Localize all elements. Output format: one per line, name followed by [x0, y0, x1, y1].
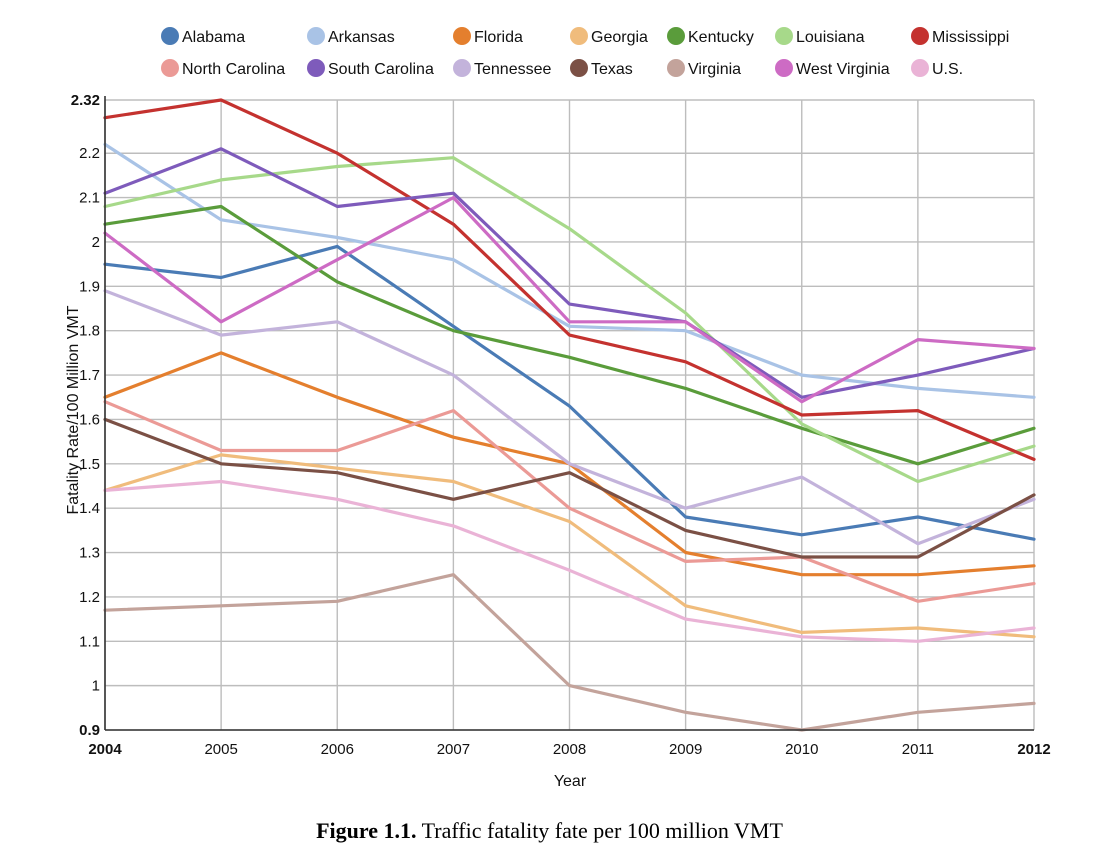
legend-swatch — [570, 27, 588, 45]
legend-label: Virginia — [688, 61, 741, 78]
legend-label: Louisiana — [796, 29, 865, 46]
x-tick-label: 2010 — [785, 741, 818, 758]
legend-label: West Virginia — [796, 61, 890, 78]
legend-item: West Virginia — [775, 59, 890, 78]
y-axis-title: Fatality Rate/100 Million VMT — [65, 305, 82, 514]
x-tick-label: 2012 — [1017, 741, 1050, 758]
y-tick-label: 2 — [92, 234, 100, 251]
line-chart: Alabama Arkansas Florida Georgia Kentucky Lou… — [65, 27, 1051, 790]
chart-axes: 0.9 1 1.1 1.2 1.3 1.4 1.5 1.6 1.7 1.8 1.9 2 2.1 2.2 2.… — [71, 92, 1051, 758]
legend-label: North Carolina — [182, 61, 285, 78]
legend-label: Arkansas — [328, 29, 395, 46]
y-tick-label: 1.4 — [79, 500, 100, 517]
x-tick-label: 2008 — [553, 741, 586, 758]
legend-item: Alabama — [161, 27, 245, 46]
legend-swatch — [911, 27, 929, 45]
legend-item: Mississippi — [911, 27, 1009, 46]
legend-swatch — [161, 27, 179, 45]
legend-label: Florida — [474, 29, 523, 46]
x-tick-label: 2009 — [669, 741, 702, 758]
legend-item: Virginia — [667, 59, 741, 78]
legend-label: Kentucky — [688, 29, 754, 46]
legend-swatch — [775, 27, 793, 45]
y-tick-label: 1.1 — [79, 633, 100, 650]
y-tick-label: 1.7 — [79, 367, 100, 384]
series-line-south-carolina — [103, 147, 1036, 399]
legend-swatch — [570, 59, 588, 77]
series-line-georgia — [103, 453, 1036, 639]
legend-label: Alabama — [182, 29, 245, 46]
series-line-mississippi — [103, 98, 1036, 461]
legend-item: Louisiana — [775, 27, 865, 46]
legend-label: Tennessee — [474, 61, 551, 78]
y-tick-label: 0.9 — [79, 722, 100, 739]
series-line-north-carolina — [103, 400, 1036, 603]
y-tick-label: 1.2 — [79, 589, 100, 606]
series-line-louisiana — [103, 156, 1036, 484]
legend-label: Texas — [591, 61, 633, 78]
legend-item: North Carolina — [161, 59, 285, 78]
legend-item: Georgia — [570, 27, 648, 46]
series-line-tennessee — [103, 289, 1036, 546]
x-tick-label: 2006 — [321, 741, 354, 758]
legend-swatch — [307, 59, 325, 77]
y-tick-label: 1.6 — [79, 411, 100, 428]
legend-swatch — [161, 59, 179, 77]
y-tick-label: 2.32 — [71, 92, 100, 109]
legend-label: South Carolina — [328, 61, 434, 78]
legend-label: Georgia — [591, 29, 648, 46]
y-tick-label: 1.8 — [79, 323, 100, 340]
legend-item: Tennessee — [453, 59, 551, 78]
series-line-kentucky — [103, 204, 1036, 466]
legend-item: Florida — [453, 27, 523, 46]
chart-series — [103, 98, 1036, 732]
chart-grid — [104, 99, 1035, 731]
legend-swatch — [911, 59, 929, 77]
legend-swatch — [453, 59, 471, 77]
chart-legend: Alabama Arkansas Florida Georgia Kentucky Lou… — [161, 27, 1009, 78]
y-tick-label: 2.2 — [79, 145, 100, 162]
x-tick-label: 2004 — [88, 741, 122, 758]
legend-item: Arkansas — [307, 27, 395, 46]
series-line-texas — [103, 417, 1036, 559]
x-tick-label: 2011 — [902, 741, 934, 758]
legend-label: U.S. — [932, 61, 963, 78]
x-tick-label: 2007 — [437, 741, 470, 758]
series-line-virginia — [103, 573, 1036, 732]
y-tick-label: 2.1 — [79, 190, 100, 207]
series-line-west-virginia — [103, 196, 1036, 404]
series-line-u-s — [103, 479, 1036, 643]
legend-item: South Carolina — [307, 59, 434, 78]
figure-caption: Figure 1.1. Traffic fatality fate per 10… — [0, 818, 1099, 844]
y-tick-label: 1.3 — [79, 545, 100, 562]
y-tick-label: 1 — [92, 678, 100, 695]
legend-swatch — [667, 59, 685, 77]
legend-swatch — [667, 27, 685, 45]
legend-label: Mississippi — [932, 29, 1009, 46]
figure-caption-label: Figure 1.1. — [316, 818, 417, 843]
x-axis-title: Year — [554, 773, 587, 790]
legend-item: Kentucky — [667, 27, 754, 46]
y-tick-label: 1.9 — [79, 278, 100, 295]
legend-swatch — [453, 27, 471, 45]
legend-item: U.S. — [911, 59, 963, 78]
legend-swatch — [775, 59, 793, 77]
legend-item: Texas — [570, 59, 633, 78]
y-tick-label: 1.5 — [79, 456, 100, 473]
figure-caption-text: Traffic fatality fate per 100 million VM… — [421, 818, 783, 843]
legend-swatch — [307, 27, 325, 45]
x-tick-label: 2005 — [204, 741, 237, 758]
